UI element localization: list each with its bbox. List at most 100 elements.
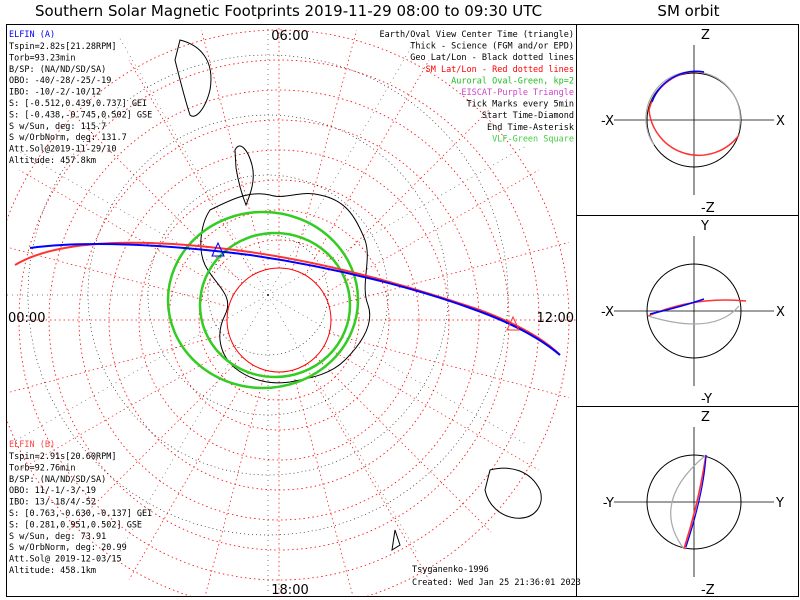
plot-title: Southern Solar Magnetic Footprints 2019-… [34,2,543,20]
orbit-track-b [683,454,707,550]
sm-lon-line [323,345,539,471]
sm-lon-line [315,107,492,284]
geo-lon-line [267,35,419,296]
footer-credit: Tsyganenko-1996 [412,565,489,575]
info-line: S: [-0.512,0.439,0.737] GEI [9,99,147,109]
orbit-panels: Z -Z -X X Y -Y -X X Z -Z -Y Y [601,28,785,598]
info-line: S: [-0.438,-0.745,0.502] GSE [9,110,152,120]
legend-entry: Auroral Oval-Green, kp=2 [451,76,574,86]
australia-outline [484,467,542,519]
info-line: Torb=92.76min [9,463,76,473]
geo-lon-line [267,294,419,555]
orbit-frame [576,24,799,597]
orbit-axis-label: X [776,305,785,320]
orbit-panel: Z -Z -Y Y [603,410,784,598]
geo-lon-line [8,144,269,296]
orbit-track-gray [647,305,740,325]
elfin-a-center-triangle [211,241,225,257]
legend-entry: Tick Marks every 5min [467,100,574,110]
orbit-axis-label: X [776,114,785,129]
auroral-oval-inner [198,231,352,379]
info-line: Att.Sol@2019-11-29/10 [9,145,116,155]
info-line: Altitude: 457.8km [9,156,96,166]
hour-label-right: 12:00 [537,311,574,326]
info-line: Altitude: 458.1km [9,566,96,576]
info-line: Torb=93.23min [9,53,76,63]
orbit-axis-label: Y [700,219,709,234]
auroral-oval [166,210,360,390]
elfin-a-name: ELFIN (A) [9,30,55,40]
orbit-axis-label: -X [601,114,614,129]
sm-pole-circle [226,267,332,373]
info-line: IBO: -10/-2/-10/12 [9,88,101,98]
sm-lon-line [128,60,254,276]
geo-lon-line [267,144,528,296]
sm-lon-line [19,169,235,295]
footer-created: Created: Wed Jan 25 21:36:01 2023 [412,578,581,588]
info-line: Tspin=2.91s[20.60RPM] [9,452,116,462]
island-outline [391,529,401,551]
info-line: S w/Sun, deg: 73.91 [9,532,106,542]
sm-lon-line [7,333,229,394]
legend: Earth/Oval View Center Time (triangle) Th… [380,30,574,144]
legend-entry: Start Time-Diamond [482,111,574,121]
sm-lat-circle [138,179,420,461]
orbit-panel: Y -Y -X X [601,219,785,407]
sm-lon-line [304,60,430,276]
sm-lon-line [19,345,235,471]
info-line: S w/Sun, deg: 115.7 [9,122,106,132]
orbit-track-a [651,70,705,103]
sm-grid [7,25,576,596]
geo-lon-line [267,294,528,446]
elfin-b-info: ELFIN (B) Tspin=2.91s[20.60RPM]Torb=92.7… [9,440,152,576]
legend-entry: EISCAT-Purple Triangle [461,88,574,98]
info-line: B/SP: (NA/ND/SD/SA) [9,65,106,75]
legend-entry: Thick - Science (FGM and/or EPD) [410,42,574,52]
orbit-panel-title: SM orbit [657,2,720,20]
info-line: Att.Sol@ 2019-12-03/15 [9,555,122,565]
sm-lon-line [329,242,569,307]
orbit-axis-label: -X [601,305,614,320]
info-line: Tspin=2.82s[21.28RPM] [9,42,116,52]
auroral-oval-outer [166,210,360,390]
geo-lon-line [8,294,269,446]
orbit-track-gray [670,454,707,550]
sm-lon-line [304,364,430,580]
elfin-b-name: ELFIN (B) [9,440,55,450]
sm-lon-line [292,30,357,270]
orbit-axis-label: Z [701,28,710,43]
south-america-outline [234,145,254,207]
orbit-axis-label: -Y [701,392,712,407]
info-line: OBO: 11/-1/-3/-19 [9,486,96,496]
continent-outlines [174,39,542,551]
orbit-track-a [649,298,705,315]
orbit-axis-label: -Y [603,496,614,511]
orbit-axis-label: Y [775,496,784,511]
sm-lat-circle [168,209,390,431]
info-line: S w/OrbNorm, deg: 20.99 [9,543,127,553]
sm-lon-line [7,246,229,307]
sm-lon-line [329,333,569,398]
info-line: S: [0.763,-0.630,-0.137] GEI [9,509,152,519]
info-line: S w/OrbNorm, deg: 131.7 [9,133,127,143]
info-line: S: [0.281,0.951,0.502] GSE [9,520,142,530]
sm-lat-circle [78,119,480,521]
sm-lon-line [204,370,266,596]
africa-outline [174,39,212,117]
legend-entry: Earth/Oval View Center Time (triangle) [380,30,574,40]
sm-lon-line [201,30,266,270]
sm-lat-circle [48,89,510,551]
orbit-axis-label: -Z [701,583,715,598]
geo-lon-line [117,35,269,296]
sm-lon-line [292,370,354,596]
elfin-b-center-triangle [506,315,520,331]
orbit-axis-label: Z [701,410,710,425]
info-line: B/SP: (NA/ND/SD/SA) [9,475,106,485]
legend-entry: VLF-Green Square [492,134,574,144]
geo-lon-line [117,294,269,555]
info-line: IBO: 13/-18/4/-52 [9,498,96,508]
orbit-panel: Z -Z -X X [601,28,785,216]
orbit-track-a [685,454,707,548]
geo-grid [7,25,568,595]
